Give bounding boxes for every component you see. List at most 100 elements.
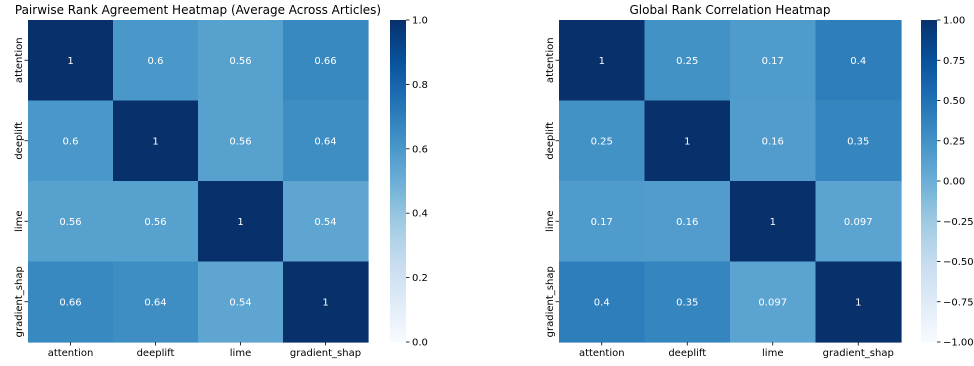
heatmap-cell	[559, 181, 646, 263]
cell-value-label: 0.4	[594, 297, 610, 308]
colorbar-tick-label: 0.4	[412, 209, 428, 220]
heatmap-cell	[815, 181, 902, 263]
cell-value-label: 0.56	[229, 136, 251, 147]
heatmap-cell	[644, 261, 731, 343]
heatmap-cell	[644, 20, 731, 102]
heatmap-cell	[28, 181, 114, 263]
x-tick-label: gradient_shap	[823, 348, 894, 359]
heatmap-cell	[283, 20, 369, 102]
cell-value-label: 0.56	[59, 217, 81, 228]
heatmap-cell	[559, 261, 646, 343]
cell-value-label: 0.097	[844, 217, 873, 228]
cell-value-label: 1	[67, 56, 73, 67]
y-tick-label: gradient_shap	[14, 266, 25, 337]
y-tick-label: lime	[545, 211, 556, 232]
x-tick-label: deeplift	[137, 348, 175, 359]
heatmap-cell	[28, 261, 114, 343]
x-tick-label: attention	[48, 348, 94, 359]
cell-value-label: 0.17	[762, 56, 784, 67]
cell-value-label: 0.64	[144, 297, 166, 308]
cell-value-label: 0.25	[676, 56, 698, 67]
heatmap-cell	[113, 100, 199, 182]
colorbar-tick-label: 0.6	[412, 144, 428, 155]
x-tick-label: deeplift	[668, 348, 706, 359]
y-tick-label: deeplift	[545, 122, 556, 160]
colorbar	[390, 20, 406, 342]
heatmap-cell	[113, 261, 199, 343]
cell-value-label: 0.6	[63, 136, 79, 147]
heatmap-cell	[198, 20, 284, 102]
heatmap-cell	[815, 20, 902, 102]
chart-title: Pairwise Rank Agreement Heatmap (Average…	[15, 3, 381, 17]
heatmap-cell	[730, 100, 817, 182]
colorbar-tick-label: −0.25	[943, 217, 974, 228]
colorbar	[921, 20, 937, 342]
cell-value-label: 1	[855, 297, 861, 308]
heatmap-cell	[28, 100, 114, 182]
y-tick-label: gradient_shap	[545, 266, 556, 337]
y-tick-label: deeplift	[14, 122, 25, 160]
cell-value-label: 0.56	[229, 56, 251, 67]
heatmap-cell	[815, 261, 902, 343]
heatmap-cell	[644, 181, 731, 263]
colorbar-tick-label: 0.0	[412, 338, 428, 349]
colorbar-tick-label: 1.00	[943, 16, 965, 27]
cell-value-label: 0.66	[314, 56, 336, 67]
x-tick-label: lime	[762, 348, 783, 359]
cell-value-label: 1	[684, 136, 690, 147]
cell-value-label: 0.54	[229, 297, 251, 308]
heatmap-cell	[559, 100, 646, 182]
heatmap-cell	[815, 100, 902, 182]
cell-value-label: 0.64	[314, 136, 336, 147]
y-tick-label: attention	[14, 37, 25, 83]
cell-value-label: 0.35	[847, 136, 869, 147]
cell-value-label: 0.097	[758, 297, 787, 308]
colorbar-tick-label: 0.2	[412, 273, 428, 284]
y-tick-label: lime	[14, 211, 25, 232]
heatmap-cell	[559, 20, 646, 102]
heatmap-cell	[198, 261, 284, 343]
cell-value-label: 0.25	[591, 136, 613, 147]
cell-value-label: 1	[599, 56, 605, 67]
colorbar-tick-label: −0.50	[943, 257, 974, 268]
cell-value-label: 0.16	[762, 136, 784, 147]
heatmap-panel-1: Pairwise Rank Agreement Heatmap (Average…	[14, 3, 428, 359]
chart-title: Global Rank Correlation Heatmap	[630, 3, 831, 17]
cell-value-label: 1	[322, 297, 328, 308]
heatmap-cell	[198, 181, 284, 263]
cell-value-label: 1	[152, 136, 158, 147]
colorbar-tick-label: 1.0	[412, 16, 428, 27]
heatmap-cell	[283, 261, 369, 343]
colorbar-tick-label: 0.50	[943, 96, 965, 107]
colorbar-tick-label: 0.75	[943, 56, 965, 67]
x-tick-label: lime	[230, 348, 251, 359]
x-tick-label: gradient_shap	[290, 348, 361, 359]
heatmap-cell	[113, 20, 199, 102]
cell-value-label: 0.66	[59, 297, 81, 308]
colorbar-tick-label: 0.8	[412, 80, 428, 91]
colorbar-tick-label: −1.00	[943, 338, 974, 349]
cell-value-label: 0.4	[850, 56, 866, 67]
cell-value-label: 0.35	[676, 297, 698, 308]
colorbar-tick-label: −0.75	[943, 297, 974, 308]
heatmap-cell	[113, 181, 199, 263]
heatmap-panel-2: Global Rank Correlation Heatmap 1 0.25 0.17…	[545, 3, 974, 359]
cell-value-label: 0.54	[314, 217, 336, 228]
heatmap-cell	[730, 20, 817, 102]
cell-value-label: 0.56	[144, 217, 166, 228]
colorbar-tick-label: 0.25	[943, 136, 965, 147]
cell-value-label: 1	[770, 217, 776, 228]
heatmap-cell	[283, 100, 369, 182]
cell-value-label: 0.16	[676, 217, 698, 228]
heatmap-cell	[644, 100, 731, 182]
colorbar-tick-label: 0.00	[943, 177, 965, 188]
y-tick-label: attention	[545, 37, 556, 83]
heatmap-cell	[28, 20, 114, 102]
heatmap-cell	[198, 100, 284, 182]
cell-value-label: 0.6	[148, 56, 164, 67]
heatmap-cell	[730, 261, 817, 343]
heatmap-cell	[730, 181, 817, 263]
cell-value-label: 0.17	[591, 217, 613, 228]
